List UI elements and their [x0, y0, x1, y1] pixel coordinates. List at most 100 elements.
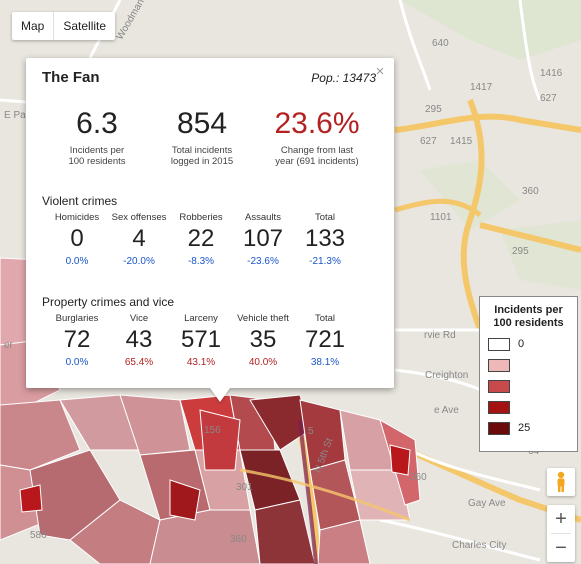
summary-stats: 6.3 Incidents per 100 residents 854 Total…: [42, 106, 382, 167]
legend-item: [488, 400, 569, 414]
col-value: 35: [249, 326, 277, 353]
road-label: e Ave: [434, 405, 459, 416]
legend-swatch: [488, 358, 510, 372]
legend-rows: 0 25: [488, 337, 569, 435]
zoom-divider: [551, 533, 571, 534]
road-label: Creighton: [425, 370, 469, 381]
map-legend: Incidents per 100 residents 0 25: [479, 296, 578, 452]
legend-item: [488, 358, 569, 372]
col-value: 22: [187, 225, 215, 252]
vice-col: Vice 43 65.4%: [108, 313, 170, 369]
col-header: Larceny: [184, 313, 218, 324]
col-header: Total: [314, 313, 336, 324]
col-value: 43: [125, 326, 153, 353]
road-label: 1416: [540, 68, 563, 79]
violent-crimes-title: Violent crimes: [42, 194, 118, 208]
road-label: 5: [308, 426, 314, 437]
stat-value: 6.3: [76, 107, 118, 140]
col-header: Homicides: [54, 212, 100, 223]
pegman-icon: [557, 471, 565, 492]
road-label: Charles City: [452, 540, 507, 551]
neighborhood-title: The Fan: [42, 69, 100, 86]
road-label: 156: [204, 425, 221, 436]
zoom-control: + −: [547, 505, 575, 562]
legend-label: 25: [518, 422, 531, 434]
road-label: 1415: [450, 136, 473, 147]
legend-label: 0: [518, 338, 525, 350]
property-crimes-title: Property crimes and vice: [42, 295, 175, 309]
col-value: 4: [132, 225, 146, 252]
incidents-per-100-stat: 6.3 Incidents per 100 residents: [42, 106, 152, 167]
close-icon[interactable]: ×: [375, 63, 385, 80]
col-value: 0: [70, 225, 84, 252]
col-change: -20.0%: [123, 256, 155, 267]
robberies-col: Robberies 22 -8.3%: [170, 212, 232, 268]
col-header: Sex offenses: [111, 212, 167, 223]
legend-item: [488, 379, 569, 393]
road-label: 360: [230, 534, 247, 545]
col-value: 133: [304, 225, 346, 252]
stat-label: Change from last year (691 incidents): [275, 145, 359, 167]
zoom-in-button[interactable]: +: [555, 508, 567, 530]
col-change: 0.0%: [65, 256, 89, 267]
col-change: -21.3%: [309, 256, 341, 267]
zoom-out-button[interactable]: −: [555, 537, 567, 559]
larceny-col: Larceny 571 43.1%: [170, 313, 232, 369]
stat-value: 23.6%: [274, 107, 360, 140]
stat-label: Total incidents logged in 2015: [170, 145, 234, 167]
legend-item: 25: [488, 421, 569, 435]
sex-offenses-col: Sex offenses 4 -20.0%: [108, 212, 170, 268]
violent-total-col: Total 133 -21.3%: [294, 212, 356, 268]
road-label: er: [4, 340, 13, 351]
col-header: Vehicle theft: [237, 313, 289, 324]
legend-swatch: [488, 421, 510, 435]
legend-title: Incidents per 100 residents: [493, 304, 564, 329]
legend-item: 0: [488, 337, 569, 351]
col-header: Vice: [129, 313, 149, 324]
road-label: 1101: [430, 212, 452, 223]
map-button[interactable]: Map: [21, 19, 45, 33]
col-value: 721: [304, 326, 346, 353]
col-change: -8.3%: [187, 256, 215, 267]
legend-swatch: [488, 400, 510, 414]
total-incidents-stat: 854 Total incidents logged in 2015: [152, 106, 252, 167]
col-header: Robberies: [179, 212, 223, 223]
info-window: × The Fan Pop.: 13473 6.3 Incidents per 1…: [26, 58, 394, 388]
legend-swatch: [488, 337, 510, 351]
col-change: 43.1%: [186, 357, 216, 368]
col-header: Assaults: [245, 212, 281, 223]
info-window-pointer: [210, 388, 230, 402]
col-change: 40.0%: [248, 357, 278, 368]
stat-label: Incidents per 100 residents: [68, 145, 126, 167]
col-value: 72: [63, 326, 91, 353]
col-change: 38.1%: [310, 357, 340, 368]
satellite-button[interactable]: Satellite: [53, 12, 115, 40]
vehicle-theft-col: Vehicle theft 35 40.0%: [232, 313, 294, 369]
road-label: E Pa: [4, 110, 26, 121]
col-value: 107: [242, 225, 284, 252]
col-header: Total: [314, 212, 336, 223]
road-label: 627: [420, 136, 437, 147]
property-total-col: Total 721 38.1%: [294, 313, 356, 369]
road-label: 586: [30, 530, 47, 541]
road-label: 1417: [470, 82, 493, 93]
col-value: 571: [180, 326, 222, 353]
stat-value: 854: [176, 107, 228, 140]
road-label: Gay Ave: [468, 498, 506, 509]
map-type-control: Map Satellite: [12, 12, 116, 40]
road-label: 640: [432, 38, 449, 49]
road-label: 360: [522, 186, 539, 197]
road-label: 627: [540, 93, 557, 104]
col-change: 0.0%: [65, 357, 89, 368]
road-label: 295: [512, 246, 529, 257]
population-label: Pop.: 13473: [311, 71, 376, 85]
violent-crimes-row: Homicides 0 0.0% Sex offenses 4 -20.0% R…: [46, 212, 356, 268]
legend-swatch: [488, 379, 510, 393]
road-label: 360: [410, 472, 427, 483]
property-crimes-row: Burglaries 72 0.0% Vice 43 65.4% Larceny…: [46, 313, 356, 369]
street-view-pegman[interactable]: [547, 468, 575, 496]
assaults-col: Assaults 107 -23.6%: [232, 212, 294, 268]
road-label: rvie Rd: [424, 330, 456, 341]
homicides-col: Homicides 0 0.0%: [46, 212, 108, 268]
burglaries-col: Burglaries 72 0.0%: [46, 313, 108, 369]
